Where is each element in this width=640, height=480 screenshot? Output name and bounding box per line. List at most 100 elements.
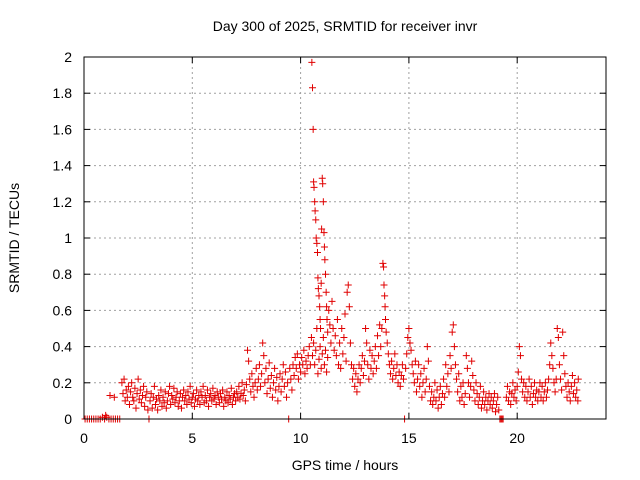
data-point (140, 382, 148, 390)
data-point (324, 328, 332, 336)
data-point (466, 393, 474, 401)
data-point (572, 393, 580, 401)
data-point (298, 353, 306, 361)
data-point (174, 402, 182, 410)
data-point (464, 379, 472, 387)
data-point (404, 334, 412, 342)
data-point (264, 375, 272, 383)
data-point (541, 379, 549, 387)
data-point (314, 370, 322, 378)
data-point (358, 352, 366, 360)
data-point (144, 406, 152, 414)
data-point (475, 393, 483, 401)
data-point (567, 382, 575, 390)
data-point (445, 388, 453, 396)
x-axis-label: GPS time / hours (292, 457, 399, 473)
data-point (141, 402, 149, 410)
data-point (198, 393, 206, 401)
data-point (235, 382, 243, 390)
data-point (434, 404, 442, 412)
data-point (385, 361, 393, 369)
data-point (130, 397, 138, 405)
data-point (277, 388, 285, 396)
data-point (224, 399, 232, 407)
data-point (529, 390, 537, 398)
data-point (512, 397, 520, 405)
data-point (216, 390, 224, 398)
data-point (433, 386, 441, 394)
data-point (319, 198, 327, 206)
data-point (110, 393, 118, 401)
data-point (388, 357, 396, 365)
data-point (377, 343, 385, 351)
data-point (290, 372, 298, 380)
data-point (418, 393, 426, 401)
data-point (421, 388, 429, 396)
data-point (328, 297, 336, 305)
data-point (159, 393, 167, 401)
data-point (431, 379, 439, 387)
data-point (437, 401, 445, 409)
data-point (274, 397, 282, 405)
data-point (189, 390, 197, 398)
data-point (137, 399, 145, 407)
data-point (155, 391, 163, 399)
data-point (514, 368, 522, 376)
data-point (346, 339, 354, 347)
data-point (253, 386, 261, 394)
data-point (525, 375, 533, 383)
data-point (227, 384, 235, 392)
data-point (440, 375, 448, 383)
data-point (207, 390, 215, 398)
data-point (407, 346, 415, 354)
data-point (177, 404, 185, 412)
data-point (492, 408, 500, 416)
data-point (287, 375, 295, 383)
data-point (236, 395, 244, 403)
data-point (538, 382, 546, 390)
data-point (511, 386, 519, 394)
data-point (550, 379, 558, 387)
data-point (351, 382, 359, 390)
data-point (447, 364, 455, 372)
data-point (129, 393, 137, 401)
data-point (323, 303, 331, 311)
data-point (244, 346, 252, 354)
data-point (528, 401, 536, 409)
data-point (300, 346, 308, 354)
data-point (122, 386, 130, 394)
data-point (249, 382, 257, 390)
data-point (262, 364, 270, 372)
data-point (215, 399, 223, 407)
data-point (520, 379, 528, 387)
data-point (195, 391, 203, 399)
data-point (213, 388, 221, 396)
data-point (268, 393, 276, 401)
data-point (441, 393, 449, 401)
data-point (476, 382, 484, 390)
data-point (436, 382, 444, 390)
data-point (455, 370, 463, 378)
data-point (181, 397, 189, 405)
data-point (564, 379, 572, 387)
chart-title: Day 300 of 2025, SRMTID for receiver inv… (213, 18, 478, 34)
data-point (293, 350, 301, 358)
data-point (312, 216, 320, 224)
data-point (473, 390, 481, 398)
data-point (255, 361, 263, 369)
data-point (197, 388, 205, 396)
data-point (299, 361, 307, 369)
data-point (315, 292, 323, 300)
data-point (337, 364, 345, 372)
data-point (316, 343, 324, 351)
data-point (316, 315, 324, 323)
data-point (574, 375, 582, 383)
data-point (474, 401, 482, 409)
data-point (429, 401, 437, 409)
data-point (119, 390, 127, 398)
data-point (278, 375, 286, 383)
data-point (540, 388, 548, 396)
data-point (205, 402, 213, 410)
data-point (412, 388, 420, 396)
data-point (245, 357, 253, 365)
